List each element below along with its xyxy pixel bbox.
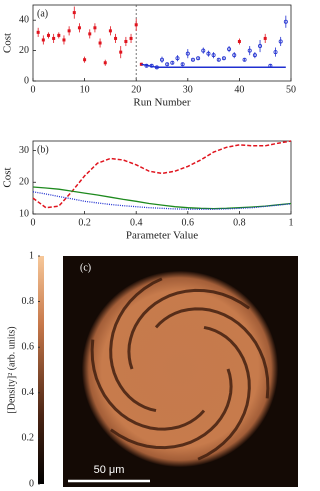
point bbox=[108, 29, 112, 33]
point bbox=[98, 41, 102, 45]
x-tick-label: 0 bbox=[31, 217, 36, 228]
point bbox=[170, 60, 175, 65]
point bbox=[201, 48, 206, 53]
colorbar-tick-label: 1 bbox=[29, 250, 34, 261]
curve bbox=[32, 186, 292, 210]
colorbar-label: [Density]² (arb. units) bbox=[6, 326, 17, 413]
point bbox=[258, 44, 263, 49]
x-tick-label: 0.8 bbox=[233, 217, 246, 228]
colorbar-tick-label: 0 bbox=[29, 478, 34, 489]
best-cost-line bbox=[141, 63, 286, 69]
point bbox=[134, 23, 138, 27]
scale-bar-label: 50 μm bbox=[94, 464, 125, 476]
curve bbox=[32, 191, 292, 210]
point bbox=[103, 61, 107, 65]
x-tick-label: 30 bbox=[183, 84, 193, 95]
y-tick-label: 0 bbox=[24, 75, 29, 86]
point bbox=[273, 50, 278, 55]
colorbar-tick-label: 0.6 bbox=[22, 341, 35, 352]
point bbox=[190, 57, 195, 62]
density-cloud bbox=[82, 271, 278, 467]
colorbar-tick-label: 0.8 bbox=[22, 296, 35, 307]
point bbox=[114, 36, 118, 40]
point bbox=[211, 53, 216, 58]
x-axis-label: Run Number bbox=[133, 97, 190, 109]
colorbar-tick-label: 0.2 bbox=[22, 433, 35, 444]
panel-label: (a) bbox=[37, 8, 48, 19]
x-tick-label: 20 bbox=[131, 84, 141, 95]
point bbox=[196, 56, 201, 61]
panel-label: (c) bbox=[80, 262, 91, 273]
spiral-fringes bbox=[90, 277, 270, 461]
x-tick-label: 40 bbox=[234, 84, 244, 95]
point bbox=[263, 36, 267, 40]
x-tick-label: 0.6 bbox=[182, 217, 195, 228]
panel-label: (b) bbox=[37, 144, 49, 155]
x-tick-label: 1 bbox=[289, 217, 294, 228]
point bbox=[232, 53, 237, 58]
x-tick-label: 0.4 bbox=[130, 217, 143, 228]
point bbox=[41, 38, 45, 42]
fringe bbox=[197, 325, 251, 461]
x-tick-label: 10 bbox=[80, 84, 90, 95]
point bbox=[242, 57, 247, 62]
point bbox=[62, 38, 66, 42]
point bbox=[165, 62, 170, 67]
point bbox=[93, 26, 97, 30]
point bbox=[119, 50, 123, 54]
point bbox=[124, 39, 128, 43]
point bbox=[175, 56, 180, 61]
colorbar-tick-label: 0.4 bbox=[22, 387, 35, 398]
plot-frame bbox=[32, 140, 292, 215]
y-axis-label: Cost bbox=[2, 33, 14, 53]
y-tick-label: 40 bbox=[19, 14, 29, 25]
y-tick-label: 30 bbox=[19, 145, 29, 156]
point bbox=[185, 51, 190, 56]
point bbox=[67, 29, 71, 33]
point bbox=[247, 48, 252, 53]
x-tick-label: 0 bbox=[31, 84, 36, 95]
point bbox=[227, 47, 232, 52]
point bbox=[83, 58, 87, 62]
fringe bbox=[110, 368, 233, 450]
point bbox=[159, 57, 164, 62]
plot-frame bbox=[32, 4, 292, 82]
point bbox=[36, 30, 40, 34]
fringe bbox=[127, 288, 250, 370]
x-axis-label: Parameter Value bbox=[126, 230, 198, 242]
y-tick-label: 10 bbox=[19, 208, 29, 219]
y-tick-label: 20 bbox=[19, 45, 29, 56]
y-axis-label: Cost bbox=[2, 167, 14, 187]
x-tick-label: 0.2 bbox=[78, 217, 91, 228]
fringe bbox=[154, 307, 270, 399]
curve bbox=[32, 140, 292, 209]
x-tick-label: 50 bbox=[286, 84, 296, 95]
point bbox=[278, 39, 283, 44]
point bbox=[216, 57, 221, 62]
point bbox=[57, 33, 61, 37]
point bbox=[283, 19, 288, 24]
point bbox=[52, 36, 56, 40]
point bbox=[77, 26, 81, 30]
point bbox=[221, 56, 226, 61]
point bbox=[180, 62, 185, 67]
point bbox=[129, 36, 133, 40]
point bbox=[72, 11, 76, 15]
colorbar bbox=[38, 256, 44, 484]
point bbox=[139, 62, 143, 66]
point bbox=[46, 33, 50, 37]
fringe bbox=[109, 277, 163, 413]
figure: 50 μm [Density]² (arb. units) (c) 0 10 20 3… bbox=[2, 4, 298, 489]
y-tick-label: 20 bbox=[19, 177, 29, 188]
point bbox=[237, 39, 241, 43]
point bbox=[252, 53, 257, 58]
point bbox=[206, 51, 211, 56]
point bbox=[88, 32, 92, 36]
fringe bbox=[90, 339, 206, 431]
